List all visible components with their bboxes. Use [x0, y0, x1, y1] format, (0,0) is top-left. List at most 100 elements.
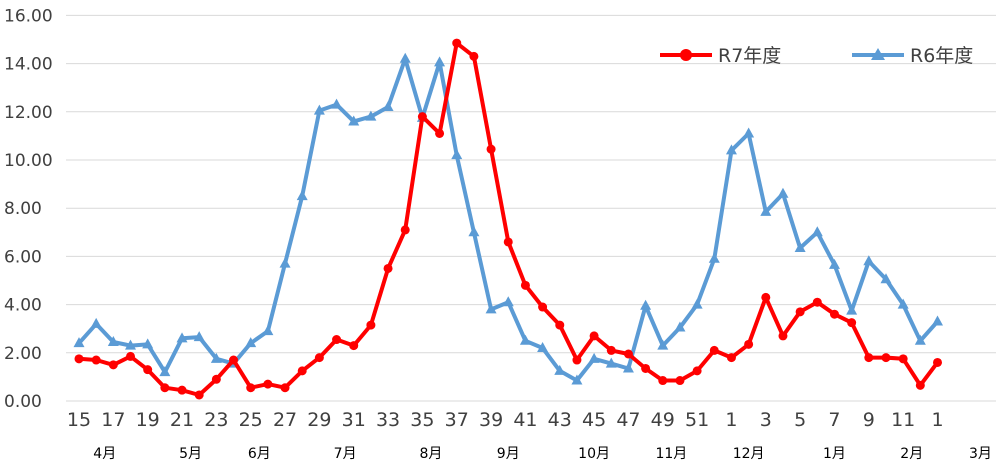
data-point [794, 241, 806, 252]
x-tick-label: 21 [170, 409, 194, 431]
data-point [263, 379, 273, 389]
data-point [571, 374, 583, 385]
data-point [211, 374, 221, 384]
x-tick-label: 11 [891, 409, 915, 431]
data-point [657, 339, 669, 350]
data-point [74, 354, 84, 364]
data-point [588, 352, 600, 363]
month-label: 1月 [823, 446, 846, 461]
y-tick-label: 10.00 [4, 151, 53, 171]
data-point [572, 355, 582, 365]
data-point [589, 331, 599, 341]
data-point [399, 52, 411, 63]
data-point [107, 335, 119, 346]
data-point [383, 263, 393, 273]
y-axis-tick-labels: 0.00 2.00 4.00 6.00 8.00 10.00 12.00 14.00 16.00 [4, 6, 53, 412]
series-r6 [73, 52, 943, 385]
data-point [469, 51, 479, 61]
data-point [847, 318, 857, 328]
data-point [709, 345, 719, 355]
legend-label-r6: R6年度 [910, 45, 973, 67]
data-point [177, 385, 187, 395]
data-point [143, 365, 153, 375]
data-point [452, 38, 462, 48]
y-tick-label: 4.00 [4, 296, 42, 316]
data-point [366, 320, 376, 330]
data-point [641, 363, 651, 373]
data-point [90, 317, 102, 328]
data-point [520, 280, 530, 290]
data-point [503, 237, 513, 247]
data-point [933, 357, 942, 367]
data-point [881, 353, 891, 363]
data-point [194, 390, 204, 400]
month-label: 7月 [334, 446, 357, 461]
x-tick-label: 27 [273, 409, 297, 431]
data-point [828, 258, 840, 269]
data-point [555, 320, 565, 330]
y-tick-label: 8.00 [4, 199, 42, 219]
x-tick-label: 1 [931, 409, 943, 431]
data-point [159, 366, 171, 377]
month-label: 10月 [578, 446, 610, 461]
x-tick-label: 51 [685, 409, 709, 431]
data-point [605, 357, 617, 368]
data-point [400, 225, 410, 235]
x-tick-label: 7 [828, 409, 840, 431]
x-tick-label: 49 [651, 409, 675, 431]
data-point [812, 297, 822, 307]
data-point [176, 332, 188, 343]
month-label: 11月 [655, 446, 687, 461]
data-point [811, 226, 823, 237]
data-point [537, 341, 549, 352]
data-point [313, 104, 325, 115]
data-point [898, 354, 908, 364]
x-tick-label: 39 [479, 409, 503, 431]
data-point [760, 205, 772, 216]
data-point [675, 376, 685, 386]
x-tick-label: 25 [239, 409, 263, 431]
data-point [125, 339, 137, 350]
series-line [78, 41, 940, 397]
data-point [778, 331, 788, 341]
data-point [932, 315, 943, 326]
data-point [674, 321, 686, 332]
x-tick-label: 31 [342, 409, 366, 431]
month-labels: 4月 5月 6月 7月 8月 9月 10月 11月 12月 1月 2月 3月 [93, 446, 992, 461]
month-label: 9月 [497, 446, 520, 461]
data-point [382, 100, 394, 111]
series-lines [73, 38, 943, 400]
data-point [658, 376, 668, 386]
data-point [606, 345, 616, 355]
month-label: 5月 [179, 446, 202, 461]
data-point [246, 383, 256, 393]
data-point [640, 299, 652, 310]
data-point [73, 337, 85, 348]
legend-marker-r7 [680, 49, 692, 61]
data-point [108, 360, 118, 370]
data-point [744, 339, 754, 349]
data-point [229, 355, 239, 365]
data-point [777, 187, 789, 198]
data-point [262, 325, 274, 336]
y-tick-label: 16.00 [4, 6, 53, 26]
x-tick-label: 37 [445, 409, 469, 431]
data-point [846, 304, 858, 315]
legend: R7年度 R6年度 [660, 45, 973, 67]
month-label: 4月 [93, 446, 116, 461]
data-point [314, 353, 324, 363]
data-point [142, 338, 154, 349]
legend-item-r6: R6年度 [852, 45, 973, 67]
y-tick-label: 14.00 [4, 55, 53, 75]
x-tick-label: 3 [760, 409, 772, 431]
x-axis-tick-labels: 15 17 19 21 23 25 27 29 31 33 35 37 39 41 43 45 47 49 51 1 3… [67, 409, 944, 431]
data-point [743, 127, 755, 138]
data-point [349, 341, 359, 351]
data-point [915, 380, 925, 390]
x-tick-label: 33 [376, 409, 400, 431]
data-point [726, 353, 736, 363]
data-point [691, 298, 703, 309]
data-point [331, 98, 343, 109]
data-point [332, 335, 342, 345]
